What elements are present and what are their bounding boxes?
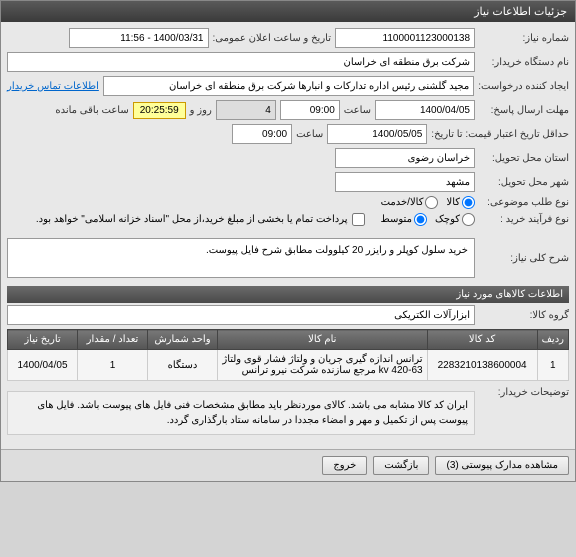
content-area: شماره نیاز: 1100001123000138 تاریخ و ساع… bbox=[1, 22, 575, 449]
goods-radio[interactable] bbox=[462, 196, 475, 209]
th-index: ردیف bbox=[537, 330, 568, 350]
city-field: مشهد bbox=[335, 172, 475, 192]
province-label: استان محل تحویل: bbox=[479, 153, 569, 164]
th-unit: واحد شمارش bbox=[148, 330, 218, 350]
medium-radio-item[interactable]: متوسط bbox=[381, 213, 427, 226]
general-desc-label: شرح کلی نیاز: bbox=[479, 253, 569, 264]
countdown-timer: 20:25:59 bbox=[133, 102, 186, 119]
creator-label: ایجاد کننده درخواست: bbox=[478, 81, 569, 92]
time-label-2: ساعت bbox=[296, 129, 323, 140]
goods-radio-label: کالا bbox=[446, 197, 460, 208]
th-name: نام کالا bbox=[218, 330, 428, 350]
process-group: کوچک متوسط bbox=[381, 213, 475, 226]
buyer-notes-box: ایران کد کالا مشابه می باشد. کالای موردن… bbox=[7, 391, 475, 435]
province-field: خراسان رضوی bbox=[335, 148, 475, 168]
day-label: روز و bbox=[190, 105, 212, 116]
goods-radio-item[interactable]: کالا bbox=[446, 196, 475, 209]
deadline-date-field: 1400/04/05 bbox=[375, 100, 475, 120]
buyer-notes-label: توضیحات خریدار: bbox=[479, 387, 569, 398]
time-label-1: ساعت bbox=[344, 105, 371, 116]
buyer-org-label: نام دستگاه خریدار: bbox=[479, 57, 569, 68]
service-radio-item[interactable]: کالا/خدمت bbox=[381, 196, 439, 209]
creator-field: مجید گلشنی رئیس اداره تدارکات و انبارها … bbox=[103, 76, 474, 96]
service-radio-label: کالا/خدمت bbox=[381, 197, 424, 208]
footer-bar: مشاهده مدارک پیوستی (3) بازگشت خروج bbox=[1, 449, 575, 481]
deadline-label: مهلت ارسال پاسخ: bbox=[479, 105, 569, 116]
th-qty: تعداد / مقدار bbox=[78, 330, 148, 350]
need-number-field: 1100001123000138 bbox=[335, 28, 475, 48]
days-left-field: 4 bbox=[216, 100, 276, 120]
window-titlebar: جزئیات اطلاعات نیاز bbox=[1, 1, 575, 22]
group-field: ابزارآلات الکتریکی bbox=[7, 305, 475, 325]
announce-label: تاریخ و ساعت اعلان عمومی: bbox=[213, 33, 332, 44]
payment-note: پرداخت تمام یا بخشی از مبلغ خرید،از محل … bbox=[36, 214, 348, 225]
td-name: ترانس اندازه گیری جریان و ولتاژ فشار قوی… bbox=[218, 350, 428, 381]
contact-link[interactable]: اطلاعات تماس خریدار bbox=[7, 81, 99, 92]
main-window: جزئیات اطلاعات نیاز شماره نیاز: 11000011… bbox=[0, 0, 576, 482]
service-radio[interactable] bbox=[425, 196, 438, 209]
td-code: 2283210138600004 bbox=[427, 350, 537, 381]
exit-button[interactable]: خروج bbox=[322, 456, 367, 475]
back-button[interactable]: بازگشت bbox=[373, 456, 429, 475]
validity-date-field: 1400/05/05 bbox=[327, 124, 427, 144]
subject-type-label: نوع طلب موضوعی: bbox=[479, 197, 569, 208]
validity-label: حداقل تاریخ اعتبار قیمت: تا تاریخ: bbox=[431, 129, 569, 140]
items-section-header: اطلاعات کالاهای مورد نیاز bbox=[7, 286, 569, 303]
remaining-label: ساعت باقی مانده bbox=[55, 105, 128, 116]
td-qty: 1 bbox=[78, 350, 148, 381]
treasury-checkbox[interactable] bbox=[352, 213, 365, 226]
medium-radio-label: متوسط bbox=[381, 214, 412, 225]
medium-radio[interactable] bbox=[414, 213, 427, 226]
td-index: 1 bbox=[537, 350, 568, 381]
td-unit: دستگاه bbox=[148, 350, 218, 381]
td-date: 1400/04/05 bbox=[8, 350, 78, 381]
attachments-button[interactable]: مشاهده مدارک پیوستی (3) bbox=[435, 456, 569, 475]
items-table: ردیف کد کالا نام کالا واحد شمارش تعداد /… bbox=[7, 329, 569, 381]
city-label: شهر محل تحویل: bbox=[479, 177, 569, 188]
validity-time-field: 09:00 bbox=[232, 124, 292, 144]
table-row[interactable]: 1 2283210138600004 ترانس اندازه گیری جری… bbox=[8, 350, 569, 381]
subject-type-group: کالا کالا/خدمت bbox=[381, 196, 475, 209]
th-date: تاریخ نیاز bbox=[8, 330, 78, 350]
deadline-time-field: 09:00 bbox=[280, 100, 340, 120]
small-radio-label: کوچک bbox=[435, 214, 460, 225]
small-radio-item[interactable]: کوچک bbox=[435, 213, 475, 226]
table-header-row: ردیف کد کالا نام کالا واحد شمارش تعداد /… bbox=[8, 330, 569, 350]
general-desc-box: خرید سلول کوپلر و رایزر 20 کیلوولت مطابق… bbox=[7, 238, 475, 278]
group-label: گروه کالا: bbox=[479, 310, 569, 321]
need-number-label: شماره نیاز: bbox=[479, 33, 569, 44]
announce-field: 1400/03/31 - 11:56 bbox=[69, 28, 209, 48]
th-code: کد کالا bbox=[427, 330, 537, 350]
process-label: نوع فرآیند خرید : bbox=[479, 214, 569, 225]
window-title: جزئیات اطلاعات نیاز bbox=[474, 6, 567, 18]
buyer-org-field: شرکت برق منطقه ای خراسان bbox=[7, 52, 475, 72]
small-radio[interactable] bbox=[462, 213, 475, 226]
